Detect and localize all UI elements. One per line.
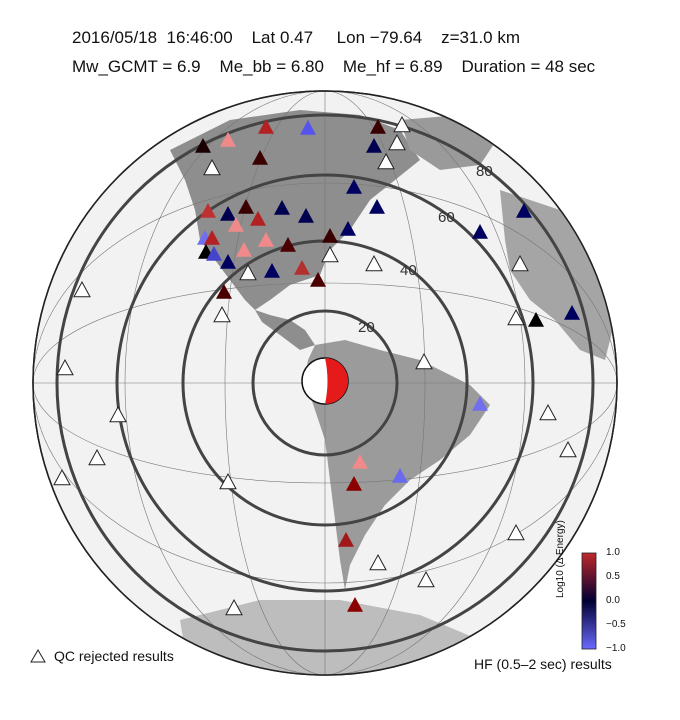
station-marker <box>216 284 232 299</box>
qc-rejected-station-marker <box>415 352 433 370</box>
qc-rejected-station-marker <box>225 598 243 616</box>
qc-rejected-station-marker <box>559 440 577 458</box>
station-marker <box>340 221 356 236</box>
land-antarctica <box>180 600 480 675</box>
ring-label-20: 20 <box>358 319 375 336</box>
station-marker <box>250 211 266 226</box>
station-marker <box>220 132 236 147</box>
station-marker <box>516 203 532 218</box>
colorbar-tick: −0.5 <box>606 619 626 630</box>
distance-rings <box>55 113 595 653</box>
land-south-america <box>305 340 490 590</box>
station-marker <box>366 138 382 153</box>
colorbar-tick: 1.0 <box>606 547 620 558</box>
qc-legend: QC rejected results <box>30 648 174 664</box>
hollow-triangle-icon <box>30 649 46 663</box>
magnitude-info-line: Mw_GCMT = 6.9 Me_bb = 6.80 Me_hf = 6.89 … <box>72 57 596 76</box>
station-marker <box>472 224 488 239</box>
qc-rejected-station-marker <box>388 133 406 151</box>
station-marker <box>238 199 254 214</box>
station-marker <box>528 312 544 327</box>
qc-rejected-station-marker <box>507 523 525 541</box>
qc-rejected-station-marker <box>321 245 339 263</box>
colorbar-tick: 0.0 <box>606 595 620 606</box>
ring-label-40: 40 <box>400 262 417 279</box>
station-marker <box>206 246 222 261</box>
station-marker <box>564 305 580 320</box>
station-marker <box>220 254 236 269</box>
station-markers <box>53 115 580 616</box>
station-marker <box>369 199 385 214</box>
station-marker <box>294 260 310 275</box>
colorbar-tick: −1.0 <box>606 643 626 654</box>
qc-rejected-station-marker <box>369 553 387 571</box>
station-marker <box>274 200 290 215</box>
station-marker <box>392 468 408 483</box>
qc-legend-label: QC rejected results <box>54 648 174 664</box>
qc-rejected-station-marker <box>539 403 557 421</box>
graticule <box>33 91 617 675</box>
qc-rejected-station-marker <box>203 158 221 176</box>
station-marker <box>352 454 368 469</box>
station-marker <box>472 396 488 411</box>
qc-rejected-station-marker <box>73 280 91 298</box>
station-marker <box>300 120 316 135</box>
qc-rejected-station-marker <box>511 254 529 272</box>
station-marker <box>204 230 220 245</box>
hf-results-label: HF (0.5–2 sec) results <box>474 656 612 672</box>
event-info-line: 2016/05/18 16:46:00 Lat 0.47 Lon −79.64 … <box>72 28 521 47</box>
focal-mechanism <box>301 357 349 405</box>
station-marker <box>236 242 252 257</box>
qc-rejected-station-marker <box>109 405 127 423</box>
station-marker <box>280 237 296 252</box>
qc-rejected-station-marker <box>213 305 231 323</box>
colorbar-title: Log10 (Δ Energy) <box>555 520 566 598</box>
qc-rejected-station-marker <box>507 308 525 326</box>
qc-rejected-station-marker <box>393 115 411 133</box>
station-marker <box>346 476 362 491</box>
qc-rejected-station-marker <box>365 254 383 272</box>
station-marker <box>220 206 236 221</box>
land-north-america <box>170 110 420 310</box>
qc-rejected-station-marker <box>377 152 395 170</box>
station-marker <box>370 119 386 134</box>
colorbar-tick: 0.5 <box>606 571 620 582</box>
station-marker <box>322 228 338 243</box>
station-marker <box>195 138 211 153</box>
qc-rejected-station-marker <box>417 570 435 588</box>
ring-label-60: 60 <box>438 209 455 226</box>
qc-rejected-station-marker <box>53 468 71 486</box>
qc-rejected-station-marker <box>219 472 237 490</box>
station-marker <box>264 263 280 278</box>
colorbar <box>581 552 597 650</box>
station-marker <box>258 119 274 134</box>
station-marker <box>200 203 216 218</box>
station-marker <box>310 272 326 287</box>
station-marker <box>298 208 314 223</box>
station-marker <box>228 217 244 232</box>
station-marker <box>338 532 354 547</box>
station-marker <box>252 150 268 165</box>
qc-rejected-station-marker <box>239 263 257 281</box>
station-marker <box>347 597 363 612</box>
station-marker <box>346 179 362 194</box>
qc-rejected-station-marker <box>88 448 106 466</box>
ring-label-80: 80 <box>476 163 493 180</box>
land-central-america <box>255 310 315 350</box>
qc-rejected-station-marker <box>56 358 74 376</box>
station-marker <box>258 232 274 247</box>
